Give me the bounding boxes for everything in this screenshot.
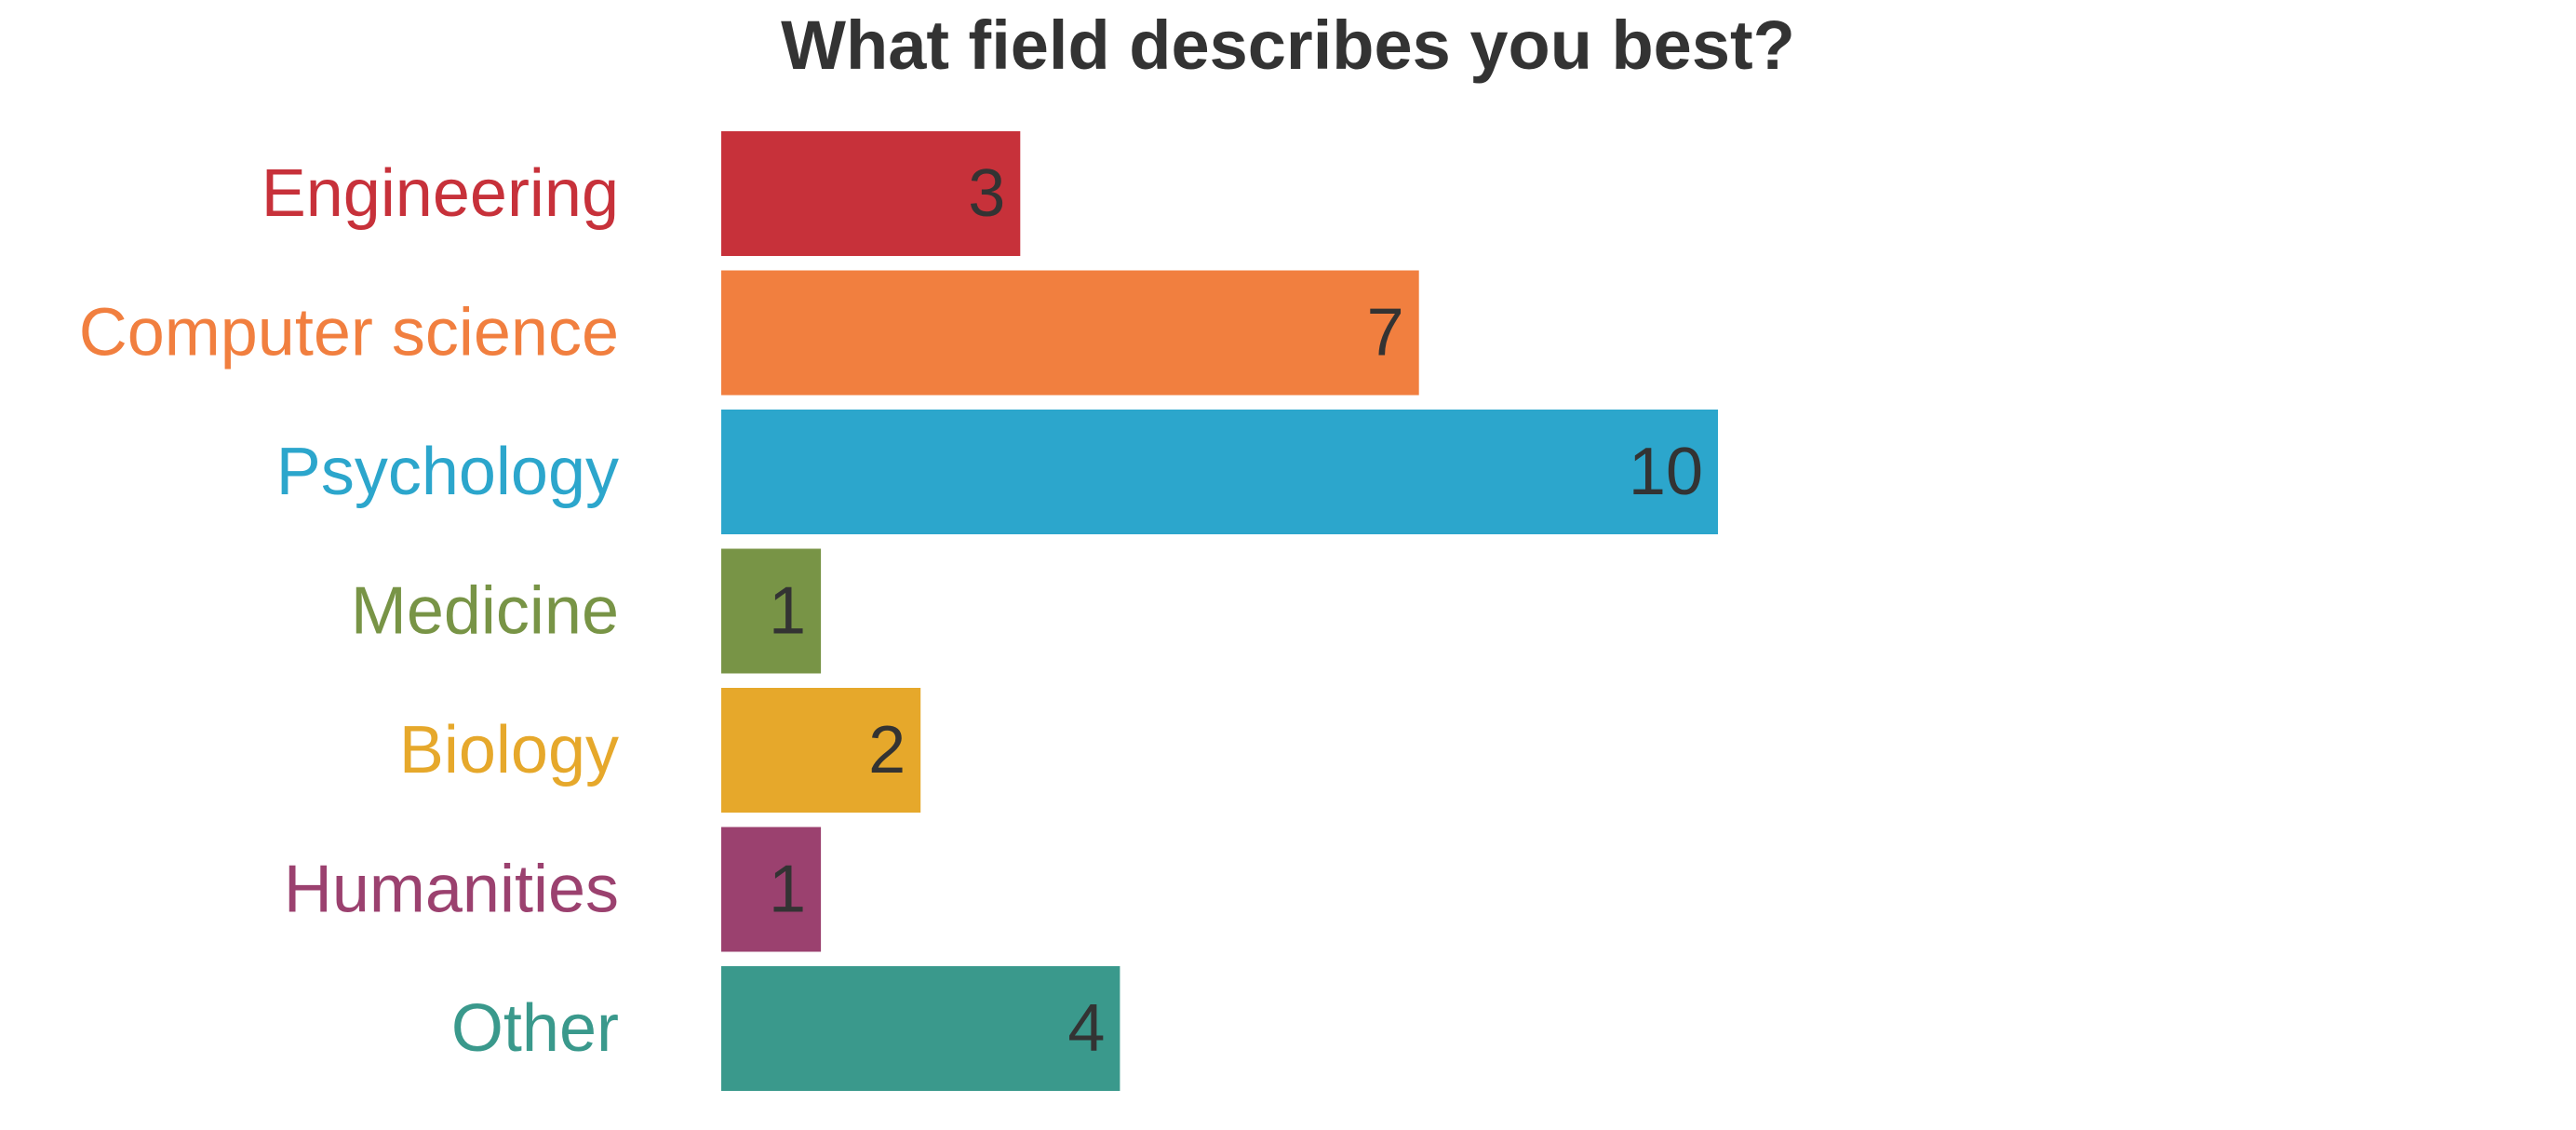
bars-group — [721, 131, 1718, 1091]
bar-other — [721, 966, 1120, 1091]
chart-title: What field describes you best? — [781, 7, 1795, 84]
value-label-medicine: 1 — [769, 574, 806, 649]
category-label-medicine: Medicine — [351, 574, 619, 649]
category-label-humanities: Humanities — [284, 853, 619, 927]
value-label-engineering: 3 — [968, 156, 1005, 231]
bar-engineering — [721, 131, 1021, 256]
bar-psychology — [721, 410, 1718, 534]
value-label-computer-science: 7 — [1367, 296, 1404, 370]
value-label-biology: 2 — [868, 713, 906, 787]
category-label-other: Other — [451, 991, 619, 1066]
category-label-computer-science: Computer science — [79, 296, 619, 370]
value-labels-group: 3 7 10 121 4 — [769, 156, 1703, 1066]
bar-computer-science — [721, 270, 1419, 396]
category-label-psychology: Psychology — [276, 435, 619, 509]
bar-humanities — [721, 827, 822, 952]
bar-biology — [721, 688, 921, 813]
category-label-engineering: Engineering — [262, 156, 619, 231]
category-label-biology: Biology — [399, 713, 619, 787]
value-label-humanities: 1 — [769, 853, 806, 927]
value-label-other: 4 — [1067, 991, 1105, 1066]
bar-medicine — [721, 548, 822, 674]
category-labels-group: Engineering Computer science Psychology Med… — [79, 156, 619, 1066]
value-label-psychology: 10 — [1629, 435, 1703, 509]
